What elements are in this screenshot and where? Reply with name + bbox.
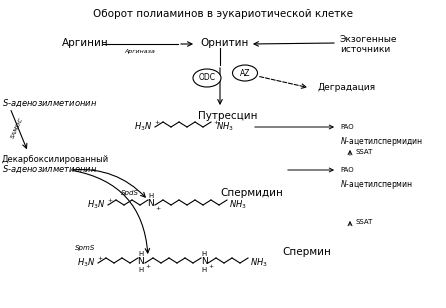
Text: источники: источники bbox=[340, 45, 390, 54]
Text: $S$-аденозилметионин: $S$-аденозилметионин bbox=[2, 164, 97, 175]
Text: SSAT: SSAT bbox=[355, 149, 372, 155]
Text: Аргиназа: Аргиназа bbox=[124, 48, 156, 54]
Text: H: H bbox=[138, 267, 144, 273]
Text: $NH_3$: $NH_3$ bbox=[229, 199, 247, 211]
Text: $NH_3$: $NH_3$ bbox=[216, 121, 234, 133]
Ellipse shape bbox=[193, 69, 221, 87]
Text: SSAT: SSAT bbox=[355, 219, 372, 225]
Text: Деградация: Деградация bbox=[318, 83, 376, 92]
Text: SAMDC: SAMDC bbox=[10, 116, 24, 140]
Text: SpdS: SpdS bbox=[121, 190, 139, 196]
Text: Орнитин: Орнитин bbox=[200, 38, 248, 48]
Text: +: + bbox=[154, 120, 159, 125]
Text: SpmS: SpmS bbox=[75, 245, 95, 251]
Text: Экзогенные: Экзогенные bbox=[340, 35, 397, 44]
Text: AZ: AZ bbox=[240, 68, 250, 78]
Text: +: + bbox=[213, 120, 218, 124]
Text: $H_3N$: $H_3N$ bbox=[134, 121, 152, 133]
Text: +: + bbox=[155, 205, 160, 210]
Text: PAO: PAO bbox=[340, 124, 354, 130]
Text: Аргинин: Аргинин bbox=[62, 38, 109, 48]
Text: $H_3N$: $H_3N$ bbox=[77, 257, 95, 269]
Text: ODC: ODC bbox=[198, 74, 215, 83]
Text: $H_3N$: $H_3N$ bbox=[87, 199, 105, 211]
Text: $N$-ацетилспермидин: $N$-ацетилспермидин bbox=[340, 135, 423, 148]
Text: Путресцин: Путресцин bbox=[198, 111, 257, 121]
Text: N: N bbox=[148, 198, 154, 208]
Text: $N$-ацетилспермин: $N$-ацетилспермин bbox=[340, 178, 413, 191]
Text: Спермидин: Спермидин bbox=[220, 188, 283, 198]
Text: +: + bbox=[97, 257, 102, 261]
Text: H: H bbox=[202, 267, 206, 273]
Text: +: + bbox=[145, 265, 150, 270]
Text: $NH_3$: $NH_3$ bbox=[250, 257, 268, 269]
Text: +: + bbox=[208, 265, 213, 270]
Text: $S$-аденозилметионин: $S$-аденозилметионин bbox=[2, 98, 97, 109]
Text: N: N bbox=[201, 257, 207, 265]
Text: N: N bbox=[138, 257, 145, 265]
Text: +: + bbox=[107, 198, 112, 204]
Text: Декарбоксилированный: Декарбоксилированный bbox=[2, 155, 109, 164]
Text: H: H bbox=[202, 251, 206, 257]
Text: H: H bbox=[149, 193, 153, 199]
Text: Оборот полиаминов в эукариотической клетке: Оборот полиаминов в эукариотической клет… bbox=[93, 9, 353, 19]
Text: PAO: PAO bbox=[340, 167, 354, 173]
Text: H: H bbox=[138, 251, 144, 257]
Ellipse shape bbox=[232, 65, 257, 81]
Text: Спермин: Спермин bbox=[282, 247, 331, 257]
